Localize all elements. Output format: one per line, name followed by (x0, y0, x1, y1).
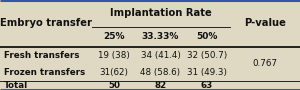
Text: 31 (49.3): 31 (49.3) (187, 68, 227, 77)
Text: 19 (38): 19 (38) (98, 51, 130, 60)
Text: 48 (58.6): 48 (58.6) (140, 68, 181, 77)
Text: 31(62): 31(62) (100, 68, 128, 77)
Text: 25%: 25% (103, 32, 125, 41)
Text: 0.767: 0.767 (252, 59, 277, 68)
Text: Fresh transfers: Fresh transfers (4, 51, 79, 60)
Text: 50: 50 (108, 81, 120, 90)
Text: Embryo transfer: Embryo transfer (0, 18, 92, 28)
Text: 32 (50.7): 32 (50.7) (187, 51, 227, 60)
Text: 33.33%: 33.33% (142, 32, 179, 41)
Text: Total: Total (4, 81, 28, 90)
Text: 50%: 50% (196, 32, 218, 41)
Text: P-value: P-value (244, 18, 286, 28)
Text: Implantation Rate: Implantation Rate (110, 8, 212, 19)
Text: 63: 63 (201, 81, 213, 90)
Text: 82: 82 (154, 81, 166, 90)
Text: 34 (41.4): 34 (41.4) (141, 51, 180, 60)
Text: Frozen transfers: Frozen transfers (4, 68, 85, 77)
